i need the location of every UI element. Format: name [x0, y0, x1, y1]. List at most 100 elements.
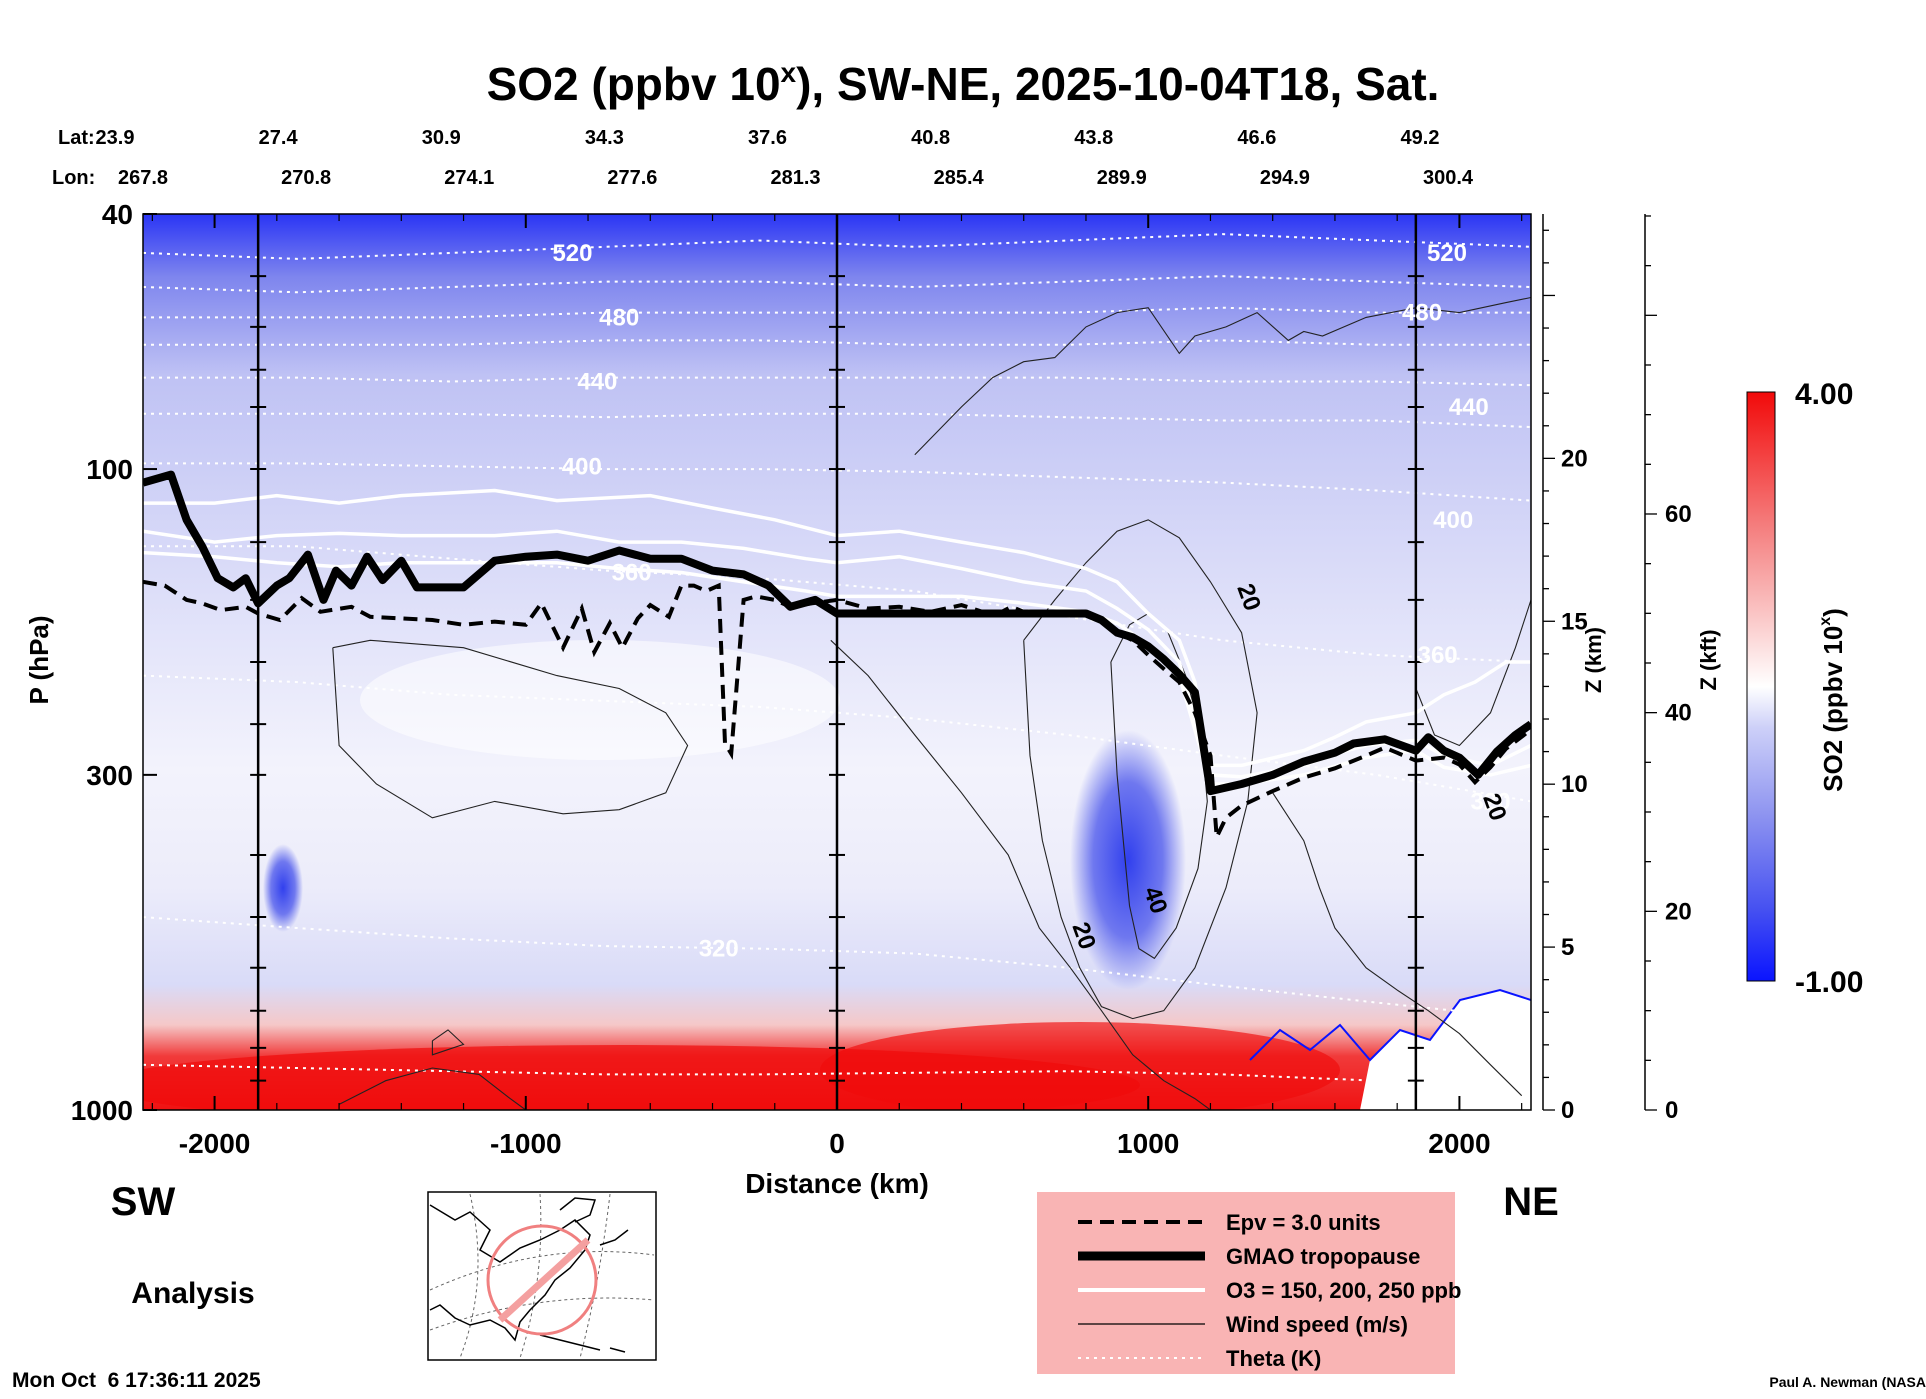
- colorbar-title: SO2 (ppbv 10x): [1817, 608, 1848, 792]
- wind-contour: [1023, 519, 1258, 1020]
- axes: -2000 -1000 0 1000 2000 40 100 300 1000 0 5 10 15 20 0…: [71, 199, 1692, 1159]
- p-tick-label: 1000: [71, 1095, 133, 1126]
- theta-label: 520: [1427, 240, 1467, 267]
- o3-contours: [143, 488, 1531, 786]
- inset-map-frame: [427, 1191, 657, 1361]
- lat-value: 40.8: [911, 127, 950, 149]
- x-tick-label: -2000: [179, 1128, 251, 1159]
- lon-value: 300.4: [1423, 167, 1474, 189]
- missing-data-region-edge: [1249, 988, 1531, 1062]
- lat-value: 23.9: [96, 127, 135, 149]
- z-kft-label: 20: [1665, 898, 1692, 925]
- wind-contour: [1272, 792, 1523, 1097]
- theta-label: 480: [1402, 300, 1442, 327]
- theta-label: 440: [1449, 394, 1489, 421]
- x-axis-title: Distance (km): [745, 1168, 929, 1199]
- timestamp: Mon Oct 6 17:36:11 2025: [12, 1369, 261, 1392]
- p-tick-label: 300: [86, 760, 133, 791]
- lat-value: 27.4: [259, 127, 299, 149]
- lat-value: 37.6: [748, 127, 787, 149]
- ne-label: NE: [1503, 1180, 1559, 1224]
- x-tick-label: -1000: [490, 1128, 562, 1159]
- lat-value: 46.6: [1237, 127, 1276, 149]
- p-tick-label: 100: [86, 454, 133, 485]
- lat-label: Lat:: [58, 127, 95, 149]
- z-km-axis-title: Z (km): [1581, 627, 1606, 693]
- legend-label: Theta (K): [1226, 1346, 1321, 1371]
- theta-label: 360: [1418, 642, 1458, 669]
- lon-value: 281.3: [770, 167, 820, 189]
- wind-contour: [1415, 599, 1531, 747]
- theta-label: 480: [599, 304, 639, 331]
- credit: Paul A. Newman (NASA: [1769, 1374, 1926, 1390]
- colorbar-max-label: 4.00: [1795, 378, 1853, 411]
- tropopause-line: [143, 470, 1531, 796]
- o3-contour: [143, 488, 1531, 768]
- lon-value: 270.8: [281, 167, 331, 189]
- theta-label: 400: [562, 453, 602, 480]
- lat-value: 43.8: [1074, 127, 1113, 149]
- inset-map-section-path: [497, 1237, 591, 1323]
- inset-map-graticule: [429, 1193, 655, 1359]
- inset-map-range-circle: [486, 1224, 598, 1336]
- legend-label: Epv = 3.0 units: [1226, 1210, 1381, 1235]
- p-tick-label: 40: [102, 199, 133, 230]
- theta-label: 520: [552, 240, 592, 267]
- theta-label: 320: [1471, 788, 1511, 815]
- lon-value: 274.1: [444, 167, 494, 189]
- tropopause-path: [143, 470, 1531, 796]
- colorbar: 4.00 -1.00 SO2 (ppbv 10x): [1746, 378, 1863, 999]
- legend-label: GMAO tropopause: [1226, 1244, 1420, 1269]
- theta-line: [143, 545, 1531, 663]
- chart-title: SO2 (ppbv 10x), SW-NE, 2025-10-04T18, Sa…: [487, 57, 1440, 110]
- colorbar-gradient: [1746, 391, 1776, 982]
- wind-speed-contours: [332, 296, 1531, 1110]
- theta-label: 400: [1433, 507, 1473, 534]
- z-km-label: 20: [1561, 445, 1588, 472]
- legend: Epv = 3.0 units GMAO tropopause O3 = 150, …: [1037, 1192, 1461, 1374]
- legend-items: Epv = 3.0 units GMAO tropopause O3 = 150, …: [1078, 1210, 1461, 1371]
- x-tick-label: 0: [829, 1128, 845, 1159]
- wind-contour: [338, 1067, 527, 1110]
- so2-boundary-maximum-east: [820, 1022, 1340, 1110]
- analysis-label: Analysis: [131, 1277, 254, 1310]
- missing-data-region: [1360, 990, 1531, 1110]
- colorbar-min-label: -1.00: [1795, 966, 1863, 999]
- y-axis-title: P (hPa): [24, 615, 54, 704]
- wind-contour: [914, 296, 1531, 456]
- inset-map-coastline: [429, 1197, 629, 1353]
- so2-minimum-blob-east: [1070, 730, 1186, 990]
- lat-value: 49.2: [1401, 127, 1440, 149]
- wind-contour: [830, 639, 1211, 1110]
- z-km-label: 15: [1561, 608, 1588, 635]
- wind-contour: [431, 1029, 465, 1056]
- z-kft-label: 60: [1665, 501, 1692, 528]
- lon-value: 267.8: [118, 167, 168, 189]
- wind-contour: [332, 639, 689, 819]
- legend-label: Wind speed (m/s): [1226, 1312, 1408, 1337]
- z-km-label: 5: [1561, 934, 1574, 961]
- x-tick-label: 1000: [1117, 1128, 1179, 1159]
- lat-lon-header: 23.9 267.8 27.4 270.8 30.9 274.1 34.3 277.6 37.6…: [96, 127, 1474, 189]
- so2-minimum-blob: [263, 844, 303, 932]
- z-kft-axis-title: Z (kft): [1696, 629, 1721, 690]
- theta-label: 440: [577, 368, 617, 395]
- theta-label: 360: [612, 559, 652, 586]
- o3-contour: [143, 550, 1531, 786]
- theta-labels: 520 480 440 400 360 320 520 480 440 400 360 320: [552, 240, 1510, 963]
- lat-value: 30.9: [422, 127, 461, 149]
- z-km-label: 0: [1561, 1097, 1574, 1124]
- sw-label: SW: [111, 1180, 176, 1224]
- theta-label: 320: [699, 936, 739, 963]
- lon-value: 294.9: [1260, 167, 1310, 189]
- lon-value: 277.6: [607, 167, 657, 189]
- lon-label: Lon:: [52, 167, 95, 189]
- x-tick-label: 2000: [1428, 1128, 1490, 1159]
- section-markers: [250, 214, 1424, 1110]
- o3-contour: [143, 529, 1531, 779]
- lon-value: 285.4: [934, 167, 985, 189]
- lat-value: 34.3: [585, 127, 624, 149]
- lon-value: 289.9: [1097, 167, 1147, 189]
- z-kft-label: 40: [1665, 700, 1692, 727]
